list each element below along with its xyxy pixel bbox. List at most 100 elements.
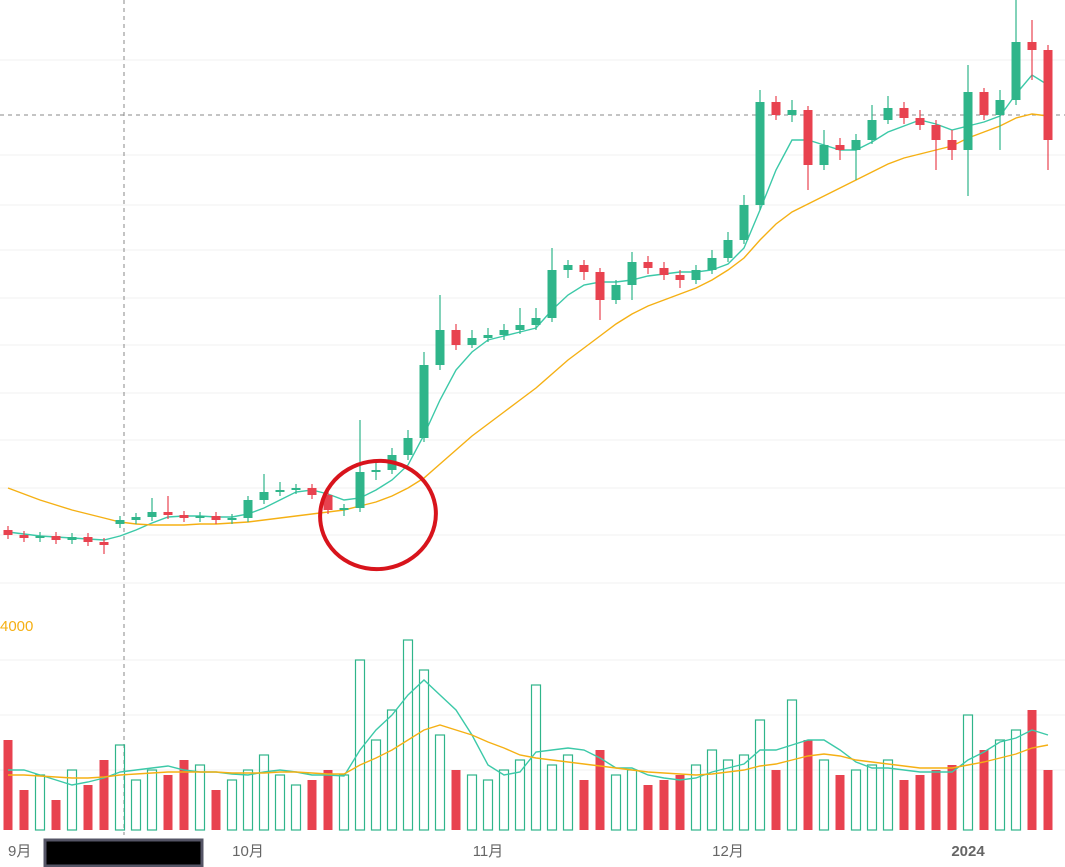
candle-body: [19, 535, 29, 538]
volume-ma-line: [8, 679, 1049, 786]
candle-body: [691, 270, 701, 280]
volume-bar: [931, 770, 941, 830]
candle-body: [115, 520, 125, 524]
candle-body: [195, 516, 205, 518]
volume-bar: [338, 774, 350, 831]
candle-body: [3, 530, 13, 535]
volume-bar: [386, 709, 398, 831]
volume-bar: [34, 774, 46, 831]
volume-bar: [194, 764, 206, 831]
volume-bar: [595, 750, 605, 830]
volume-bar: [738, 754, 750, 831]
candle-body: [179, 515, 189, 518]
volume-bar: [211, 790, 221, 830]
candle-body: [707, 258, 717, 270]
candle-body: [787, 110, 797, 115]
candle-body: [435, 330, 445, 365]
volume-ma-line: [8, 724, 1049, 779]
candle-body: [995, 100, 1005, 115]
candle-body: [1027, 42, 1037, 50]
candle-body: [723, 240, 733, 258]
volume-bar: [1043, 770, 1053, 830]
candle-body: [35, 536, 45, 538]
volume-bar: [579, 780, 589, 830]
volume-bar: [179, 760, 189, 830]
volume-bar: [114, 744, 126, 831]
volume-bar: [163, 775, 173, 830]
candle-body: [307, 488, 317, 495]
volume-bar: [915, 775, 925, 830]
grid: [0, 59, 1065, 771]
ma-line: [7, 113, 1049, 526]
volume-bar: [418, 669, 430, 831]
volume-bar: [706, 749, 718, 831]
ma-line: [7, 74, 1049, 541]
candle-body: [819, 145, 829, 165]
volume-bar: [130, 779, 142, 831]
candle-body: [419, 365, 429, 438]
volume-bar: [771, 770, 781, 830]
volume-bar: [323, 770, 333, 830]
candle-body: [867, 120, 877, 140]
candle-body: [371, 470, 381, 472]
candle-body: [675, 275, 685, 280]
candle-body: [963, 92, 973, 150]
candle-body: [147, 512, 157, 517]
candle-body: [739, 205, 749, 240]
volume-bar: [803, 740, 813, 830]
candle-body: [915, 118, 925, 125]
candle-body: [339, 508, 349, 510]
candle-body: [451, 330, 461, 345]
candle-body: [835, 145, 845, 150]
volume-bar: [146, 769, 158, 831]
volume-bar: [722, 759, 734, 831]
volume-bar: [546, 764, 558, 831]
volume-bar: [562, 754, 574, 831]
volume-bar: [66, 769, 78, 831]
candle-body: [851, 140, 861, 150]
volume-bar: [835, 775, 845, 830]
volume-bar: [3, 740, 13, 830]
volume-bar: [370, 739, 382, 831]
candle-body: [323, 495, 333, 510]
volume-bar: [754, 719, 766, 831]
candle-body: [227, 518, 237, 520]
volume-bar: [466, 774, 478, 831]
x-tick-label: 12月: [712, 843, 744, 860]
volume-bar: [274, 774, 286, 831]
candle-body: [547, 270, 557, 318]
candle-body: [67, 537, 77, 540]
candle-body: [275, 490, 285, 492]
volume-bar: [994, 739, 1006, 831]
candle-body: [531, 318, 541, 325]
volume-bar: [83, 785, 93, 830]
candle-body: [163, 512, 173, 515]
candle-body: [611, 285, 621, 300]
volume-bar: [786, 699, 798, 831]
volume-bar: [626, 769, 638, 831]
volume-bar: [690, 764, 702, 831]
volume-bar: [258, 754, 270, 831]
volume-bar: [514, 759, 526, 831]
volume-bar: [882, 759, 894, 831]
volume-bar: [99, 760, 109, 830]
volume-bar: [498, 769, 510, 831]
candle-body: [883, 108, 893, 120]
candle-body: [355, 472, 365, 508]
volume-bar: [482, 779, 494, 831]
volume-bar: [434, 734, 446, 831]
candle-body: [579, 265, 589, 272]
candle-body: [1011, 42, 1021, 100]
candle-body: [51, 536, 61, 540]
volume-bar: [610, 774, 622, 831]
candle-body: [563, 265, 573, 270]
volume-bar: [947, 765, 957, 830]
volume-bar: [1027, 710, 1037, 830]
candle-body: [483, 335, 493, 338]
candle-body: [467, 338, 477, 345]
candle-body: [595, 272, 605, 300]
volume-bar: [899, 780, 909, 830]
candle-body: [771, 102, 781, 115]
candle-body: [403, 438, 413, 455]
candle-body: [803, 110, 813, 165]
